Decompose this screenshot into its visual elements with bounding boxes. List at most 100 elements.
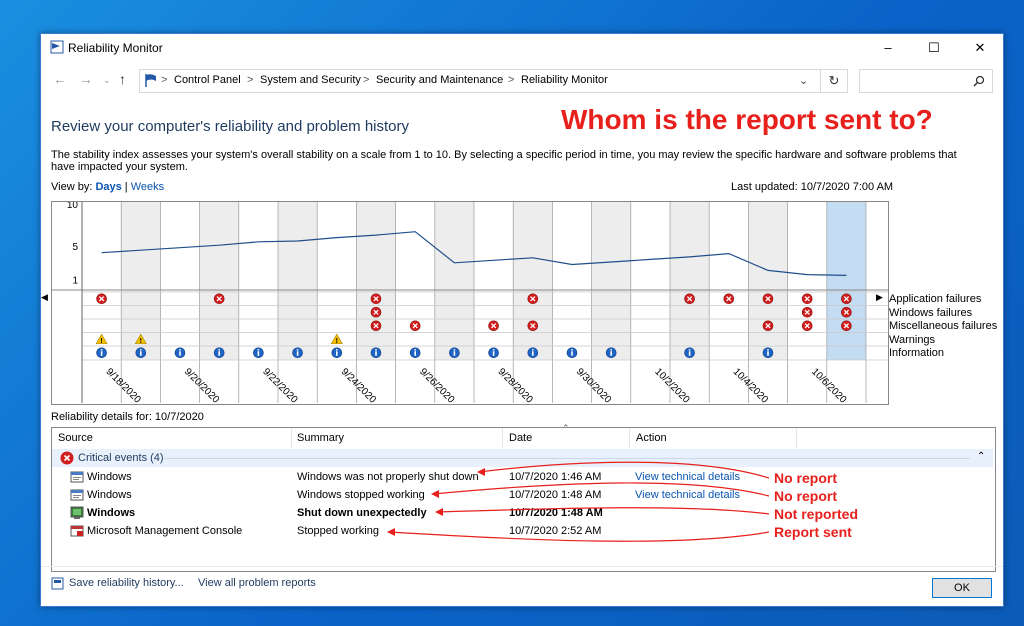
view-by-weeks-link[interactable]: Weeks xyxy=(130,181,165,193)
scroll-right-arrow-icon[interactable]: ▶ xyxy=(876,292,883,302)
information-icon xyxy=(414,349,416,351)
search-icon[interactable] xyxy=(973,75,985,87)
reliability-chart[interactable]: 10 5 1!!! 9/18/2020 9/20/2020 9/22/2020 9/24/2… xyxy=(51,201,889,405)
question-overlay: Whom is the report sent to? xyxy=(561,104,933,135)
forward-arrow-icon[interactable]: → xyxy=(79,71,93,87)
view-all-problem-reports-link[interactable]: View all problem reports xyxy=(198,577,316,589)
scroll-left-arrow-icon[interactable]: ◀ xyxy=(41,292,48,302)
view-by-label: View by: xyxy=(51,181,93,193)
day-column xyxy=(826,202,866,360)
row-label-windows-failures: Windows failures xyxy=(889,307,973,319)
information-icon xyxy=(100,349,103,351)
breadcrumb-separator: > xyxy=(508,74,515,86)
up-arrow-icon[interactable]: ↑ xyxy=(119,71,126,87)
y-tick-label: 10 xyxy=(67,202,79,211)
row-summary: Windows stopped working xyxy=(297,489,425,501)
row-date: 10/7/2020 2:52 AM xyxy=(509,525,602,537)
day-column xyxy=(670,202,710,360)
day-column xyxy=(160,202,200,360)
sort-ascending-icon: ⌃ xyxy=(562,423,570,433)
collapse-chevron-icon[interactable]: ⌃ xyxy=(977,451,986,462)
view-by-days-link[interactable]: Days xyxy=(95,181,122,193)
search-input[interactable] xyxy=(863,72,967,90)
error-icon xyxy=(530,296,536,302)
breadcrumb-system-and-security[interactable]: System and Security xyxy=(260,74,361,86)
column-header-action[interactable]: Action xyxy=(630,428,797,448)
day-column xyxy=(630,202,670,360)
error-icon xyxy=(765,296,771,302)
information-icon xyxy=(257,351,260,356)
annotation-arrow-3 xyxy=(436,507,770,515)
information-icon xyxy=(100,351,103,356)
error-icon xyxy=(804,296,810,302)
day-column xyxy=(748,202,788,360)
day-column xyxy=(552,202,592,360)
table-row[interactable]: Microsoft Management Console Stopped work… xyxy=(52,522,993,540)
information-icon xyxy=(140,351,142,356)
row-source: Microsoft Management Console xyxy=(87,525,243,537)
warning-icon: ! xyxy=(100,338,102,345)
view-technical-details-link[interactable]: View technical details xyxy=(635,471,740,483)
row-source: Windows xyxy=(87,507,136,519)
minimize-button[interactable]: – xyxy=(884,40,892,55)
error-icon xyxy=(412,323,418,329)
windows-shutdown-icon xyxy=(70,506,84,519)
error-icon xyxy=(726,296,732,302)
table-row[interactable]: Windows Shut down unexpectedly 10/7/2020 1… xyxy=(52,504,993,522)
annotation-not-reported: Not reported xyxy=(774,506,858,522)
refresh-icon[interactable]: ↻ xyxy=(820,70,847,92)
reliability-details-label: Reliability details for: 10/7/2020 xyxy=(51,411,204,423)
information-icon xyxy=(492,349,495,351)
last-updated: Last updated: 10/7/2020 7:00 AM xyxy=(731,181,894,193)
error-icon xyxy=(373,323,379,329)
windows-app-icon xyxy=(70,489,84,501)
table-row[interactable]: Windows Windows stopped working 10/7/2020 … xyxy=(52,486,993,504)
information-icon xyxy=(767,349,769,351)
critical-events-group[interactable]: Critical events (4) ⌃ xyxy=(52,449,993,467)
error-icon xyxy=(765,323,771,329)
recent-pages-chevron-icon[interactable]: ⌄ xyxy=(103,75,111,85)
close-button[interactable]: ✕ xyxy=(974,40,986,55)
breadcrumb-security-and-maintenance[interactable]: Security and Maintenance xyxy=(376,74,504,86)
table-row[interactable]: Windows Windows was not properly shut dow… xyxy=(52,468,993,486)
day-column xyxy=(238,202,278,360)
row-source: Windows xyxy=(87,471,132,483)
view-technical-details-link[interactable]: View technical details xyxy=(635,489,740,501)
address-bar[interactable]: > Control Panel > System and Security > … xyxy=(139,69,848,93)
ok-button[interactable]: OK xyxy=(932,578,992,598)
information-icon xyxy=(218,351,220,356)
annotation-arrow-1 xyxy=(478,461,770,479)
window-title: Reliability Monitor xyxy=(68,41,163,55)
error-icon xyxy=(843,296,850,302)
save-reliability-history-link[interactable]: Save reliability history... xyxy=(69,577,184,589)
day-column xyxy=(356,202,396,360)
information-icon xyxy=(257,349,260,351)
column-header-summary[interactable]: Summary xyxy=(291,428,503,448)
annotation-no-report-1: No report xyxy=(774,470,837,486)
column-header-source[interactable]: Source xyxy=(52,428,292,448)
warning-icon xyxy=(95,333,108,345)
error-icon xyxy=(804,323,810,329)
address-dropdown-chevron-icon[interactable]: ⌄ xyxy=(799,75,809,87)
information-icon xyxy=(336,351,338,356)
back-arrow-icon[interactable]: ← xyxy=(53,71,67,87)
column-header-date[interactable]: Date xyxy=(503,428,630,448)
maximize-button[interactable]: ☐ xyxy=(928,40,940,55)
information-icon xyxy=(688,351,691,356)
information-icon xyxy=(571,351,573,356)
row-label-application-failures: Application failures xyxy=(889,293,982,305)
row-summary: Shut down unexpectedly xyxy=(297,507,427,519)
day-column xyxy=(591,202,631,360)
information-icon xyxy=(179,351,181,356)
error-icon xyxy=(490,323,497,329)
search-box[interactable] xyxy=(859,69,993,93)
y-tick-label: 5 xyxy=(72,242,78,253)
page-description: The stability index assesses your system… xyxy=(51,149,957,173)
information-icon xyxy=(179,349,181,351)
warning-icon: ! xyxy=(140,338,142,345)
breadcrumb-control-panel[interactable]: Control Panel xyxy=(174,74,241,86)
breadcrumb-reliability-monitor[interactable]: Reliability Monitor xyxy=(521,74,608,86)
annotation-no-report-2: No report xyxy=(774,488,837,504)
information-icon xyxy=(688,349,691,351)
row-label-warnings: Warnings xyxy=(889,334,936,346)
